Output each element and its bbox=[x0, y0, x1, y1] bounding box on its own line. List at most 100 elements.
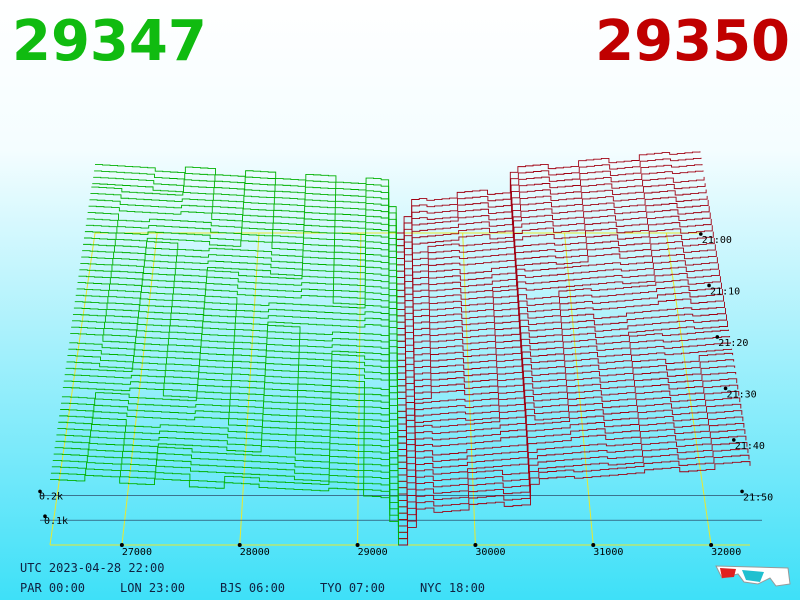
ask-depth-slice bbox=[396, 157, 702, 240]
time-zones: PAR 00:00 LON 23:00 BJS 06:00 TYO 07:00 NYC … bbox=[20, 581, 485, 595]
y-tick-mark bbox=[38, 489, 42, 494]
utc-time: UTC 2023-04-28 22:00 bbox=[20, 561, 165, 575]
ask-depth-slice bbox=[397, 244, 716, 329]
grid-line bbox=[357, 232, 362, 546]
time-tick-mark bbox=[723, 386, 728, 391]
y-tick-label: 0.2k bbox=[39, 491, 63, 502]
ask-depth-slice bbox=[398, 422, 745, 508]
bid-depth-slice bbox=[68, 348, 406, 419]
ask-depth-slice bbox=[398, 429, 746, 514]
time-label: 21:10 bbox=[710, 286, 740, 297]
ask-depth-slice bbox=[396, 176, 705, 259]
ask-depth-slice bbox=[397, 238, 715, 323]
bid-depth-slice bbox=[89, 199, 405, 272]
grid-line bbox=[665, 232, 712, 546]
ask-depth-slice bbox=[397, 263, 719, 349]
ask-depth-slice bbox=[396, 170, 704, 253]
bid-depth-slice bbox=[77, 282, 406, 355]
x-tick-mark bbox=[591, 543, 596, 547]
zone-time: BJS 06:00 bbox=[220, 581, 285, 595]
bid-depth-slice bbox=[94, 170, 404, 240]
bid-depth-slice bbox=[67, 355, 406, 425]
bid-price: 29347 bbox=[12, 9, 207, 74]
bid-depth-slice bbox=[80, 263, 405, 336]
bid-depth-slice bbox=[61, 392, 407, 463]
bid-depth-slice bbox=[83, 243, 405, 317]
ask-depth-slice bbox=[396, 151, 701, 234]
ask-depth-slice bbox=[396, 212, 711, 298]
bid-depth-slice bbox=[62, 386, 407, 457]
time-label: 21:40 bbox=[735, 441, 765, 452]
bid-depth-slice bbox=[84, 231, 405, 304]
bid-depth-slice bbox=[69, 342, 406, 412]
time-label: 21:50 bbox=[743, 492, 773, 503]
bid-depth-slice bbox=[66, 361, 406, 431]
bid-depth-slice bbox=[60, 404, 407, 476]
time-label: 21:00 bbox=[702, 235, 732, 246]
bid-depth-slice bbox=[78, 275, 405, 349]
ask-depth-slice bbox=[397, 282, 722, 368]
ask-depth-slice bbox=[397, 231, 714, 317]
ask-price: 29350 bbox=[595, 9, 790, 74]
ask-depth-slice bbox=[398, 352, 734, 438]
x-tick-label: 28000 bbox=[240, 547, 270, 558]
time-tick-mark bbox=[740, 489, 744, 494]
time-tick-mark bbox=[715, 335, 720, 339]
ask-depth-slice bbox=[397, 342, 732, 425]
bid-depth-slice bbox=[54, 443, 407, 514]
ask-depth-slice bbox=[396, 189, 707, 272]
bid-depth-slice bbox=[57, 424, 407, 495]
bid-depth-slice bbox=[70, 333, 406, 406]
ask-depth-slice bbox=[397, 348, 733, 431]
ask-depth-slice bbox=[396, 206, 710, 291]
time-label: 21:30 bbox=[727, 389, 757, 400]
bid-depth-slice bbox=[50, 474, 408, 546]
bid-depth-slice bbox=[82, 250, 405, 323]
ask-depth-slice bbox=[398, 435, 747, 520]
time-label: 21:20 bbox=[718, 338, 748, 349]
x-tick-mark bbox=[473, 543, 478, 547]
x-tick-label: 32000 bbox=[711, 547, 741, 558]
x-tick-label: 29000 bbox=[358, 547, 388, 558]
bid-depth-slice bbox=[72, 313, 406, 387]
x-tick-mark bbox=[709, 543, 714, 547]
x-tick-mark bbox=[119, 543, 124, 547]
bid-depth-slice bbox=[91, 186, 404, 259]
ask-depth-slice bbox=[398, 397, 741, 482]
time-tick-mark bbox=[732, 438, 736, 442]
bid-depth-slice bbox=[59, 411, 407, 482]
ask-depth-slice bbox=[398, 384, 739, 470]
zone-time: PAR 00:00 bbox=[20, 581, 85, 595]
ask-depth-slice bbox=[397, 329, 730, 412]
bid-depth-slice bbox=[75, 294, 406, 368]
bid-depth-slice bbox=[73, 307, 406, 380]
ask-depth-slice bbox=[397, 225, 713, 310]
ask-depth-slice bbox=[397, 320, 729, 406]
ask-depth-slice bbox=[397, 336, 731, 419]
ask-depth-slice bbox=[397, 288, 723, 374]
bid-depth-slice bbox=[81, 256, 405, 329]
y-tick-label: 0.1k bbox=[44, 516, 68, 527]
ask-depth-slice bbox=[397, 295, 724, 380]
bid-depth-slice bbox=[63, 380, 407, 450]
x-tick-label: 27000 bbox=[122, 547, 152, 558]
ask-depth-slice bbox=[397, 257, 718, 342]
ask-depth-slice bbox=[398, 416, 744, 501]
ask-depth-slice bbox=[398, 454, 750, 540]
bid-depth-slice bbox=[87, 212, 405, 285]
bid-depth-slice bbox=[56, 430, 407, 501]
floor-left bbox=[49, 232, 96, 546]
bid-depth-slice bbox=[86, 218, 405, 291]
grid-line bbox=[239, 232, 260, 546]
bid-depth-slice bbox=[64, 374, 407, 444]
bid-depth-slice bbox=[92, 183, 404, 253]
glasses-right-lens bbox=[742, 570, 764, 582]
bid-depth-slice bbox=[52, 455, 407, 527]
3d-glasses-icon bbox=[715, 565, 791, 587]
ask-depth-slice bbox=[396, 199, 709, 285]
ask-depth-slice bbox=[398, 410, 743, 495]
y-tick-mark bbox=[43, 514, 47, 518]
ask-depth-slice bbox=[398, 391, 740, 476]
bid-depth-slice bbox=[88, 205, 405, 279]
bid-depth-slice bbox=[93, 176, 404, 247]
